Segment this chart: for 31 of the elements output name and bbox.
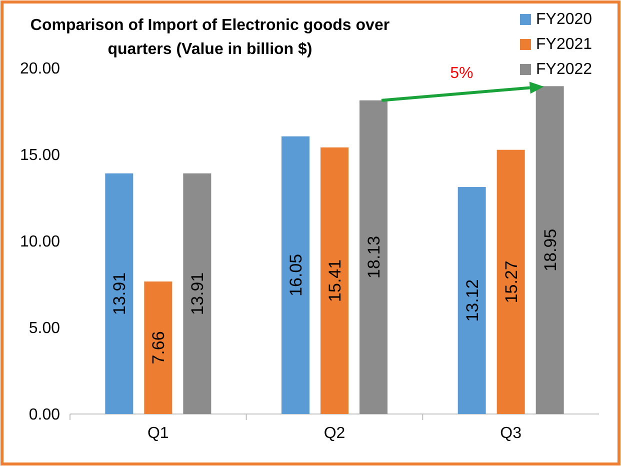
x-tick-label: Q1 xyxy=(147,425,169,442)
y-tick-label: 10.00 xyxy=(20,234,60,251)
data-label: 15.27 xyxy=(502,260,521,304)
chart-title: Comparison of Import of Electronic goods over quarters (Value in billion $) xyxy=(30,17,390,58)
legend-label: FY2020 xyxy=(536,11,592,28)
data-label: 18.95 xyxy=(540,228,560,272)
bar xyxy=(458,187,486,414)
data-label: 13.91 xyxy=(188,272,208,315)
bar xyxy=(360,100,388,414)
bar xyxy=(320,147,348,414)
bar xyxy=(496,150,525,414)
data-label: 13.12 xyxy=(462,279,482,322)
legend-label: FY2021 xyxy=(536,36,592,53)
data-label: 16.05 xyxy=(286,254,306,296)
y-tick-label: 15.00 xyxy=(20,147,60,164)
data-label: 18.13 xyxy=(364,236,384,278)
y-tick-label: 20.00 xyxy=(20,60,60,78)
bar xyxy=(536,86,564,414)
data-label: 15.41 xyxy=(326,259,344,302)
data-label: 7.66 xyxy=(149,331,168,364)
bar xyxy=(282,136,310,414)
annotation: 5% xyxy=(450,65,474,82)
y-tick-label: 0.00 xyxy=(28,406,60,424)
y-tick-label: 5.00 xyxy=(28,320,60,338)
bar xyxy=(183,173,212,414)
legend-label: FY2022 xyxy=(536,61,592,78)
data-label: 13.91 xyxy=(110,272,130,315)
bar xyxy=(105,173,134,414)
x-tick-label: Q2 xyxy=(324,425,346,442)
bar xyxy=(144,281,172,414)
x-tick-label: Q3 xyxy=(500,425,522,442)
